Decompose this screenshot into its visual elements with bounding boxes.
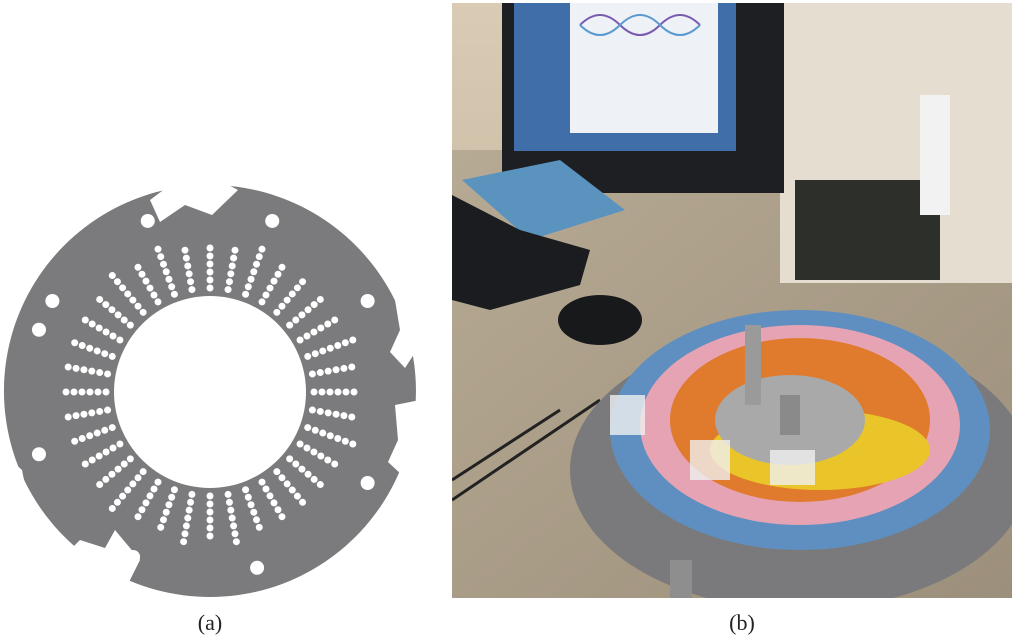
tape	[610, 395, 645, 435]
bolt-hole	[32, 323, 46, 337]
bolt	[780, 395, 800, 435]
mouse	[558, 295, 642, 345]
bore	[114, 296, 306, 488]
bolt-hole	[265, 214, 279, 228]
bolt	[745, 325, 761, 405]
caption: (a)	[198, 610, 222, 635]
tape	[690, 440, 730, 480]
bolt-hole	[32, 447, 46, 461]
bolt-hole	[141, 214, 155, 228]
figure: (a) (b)	[0, 0, 1017, 638]
tape	[770, 450, 815, 485]
photo	[452, 3, 1017, 610]
page: (a) (b) (() => { const data = JSON.parse…	[0, 0, 1017, 638]
bolt-hole	[45, 294, 59, 308]
bolt-hole	[250, 561, 264, 575]
bolt-hole	[361, 476, 375, 490]
bolt	[670, 560, 692, 598]
circuit-board	[795, 180, 940, 280]
bolt-hole	[361, 294, 375, 308]
bolt-hole	[126, 550, 140, 564]
caption: (b)	[729, 610, 755, 635]
clamp	[920, 95, 950, 215]
stator-lamination	[0, 178, 420, 600]
